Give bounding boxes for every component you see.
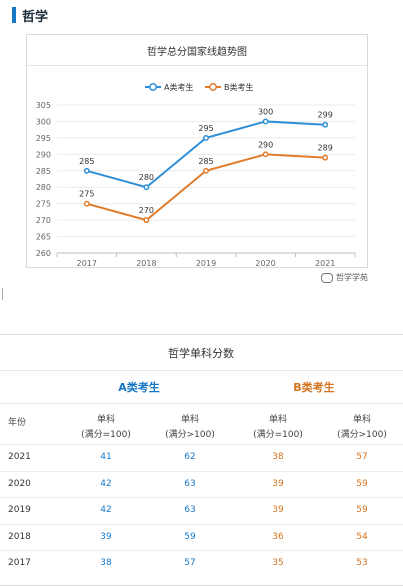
- watermark: 哲学学苑: [321, 272, 368, 283]
- y-tick-label: 295: [36, 134, 51, 143]
- data-point: [262, 118, 269, 125]
- row-divider: [0, 523, 403, 525]
- legend-label: A类考生: [164, 82, 193, 92]
- column-header: 单科 (满分=100): [81, 415, 131, 440]
- data-label: 270: [139, 206, 154, 215]
- table-cell-score: 62: [184, 452, 196, 462]
- row-divider: [0, 470, 403, 472]
- table-cell-score: 63: [184, 478, 196, 489]
- table-title-divider: [0, 370, 403, 371]
- table-cell-score: 39: [272, 505, 284, 515]
- table-cell-score: 36: [272, 531, 284, 542]
- table-cell-score: 42: [100, 478, 112, 489]
- table-cell-year: 2021: [8, 452, 31, 462]
- y-tick-label: 300: [36, 117, 51, 126]
- table-cell-score: 63: [184, 505, 196, 515]
- y-tick-label: 260: [36, 249, 51, 258]
- data-point: [322, 154, 329, 161]
- table-cell-score: 53: [356, 558, 368, 568]
- data-label: 295: [198, 124, 213, 133]
- table-cell-score: 57: [356, 452, 368, 462]
- legend-label: B类考生: [224, 82, 254, 92]
- data-label: 300: [258, 107, 273, 116]
- x-tick-label: 2019: [196, 259, 216, 267]
- data-label: 285: [79, 157, 94, 166]
- data-label: 290: [258, 140, 273, 149]
- legend-swatch-marker: [209, 83, 217, 91]
- table-cell-score: 35: [272, 558, 284, 568]
- watermark-text: 哲学学苑: [336, 273, 368, 282]
- group-a-label: A类考生: [118, 381, 160, 394]
- table-cell-score: 38: [272, 452, 284, 462]
- row-divider: [0, 497, 403, 498]
- table-cell-score: 38: [100, 558, 112, 568]
- wechat-icon: [321, 272, 333, 283]
- x-tick-label: 2017: [77, 259, 97, 267]
- column-header: 单科 (满分>100): [165, 415, 215, 440]
- section-header: 哲学: [12, 6, 49, 25]
- table-cell-score: 59: [184, 531, 196, 542]
- data-point: [262, 151, 269, 158]
- x-tick-label: 2021: [315, 259, 335, 267]
- row-divider: [0, 550, 403, 551]
- table-cell-score: 42: [100, 505, 112, 515]
- y-tick-label: 285: [36, 167, 51, 176]
- table-cell-year: 2019: [8, 505, 31, 515]
- table-cell-score: 39: [100, 531, 112, 542]
- column-header: 单科 (满分=100): [253, 415, 303, 440]
- table-cell-year: 2017: [8, 558, 31, 568]
- data-point: [83, 200, 90, 207]
- table-cell-score: 39: [272, 478, 284, 489]
- chart-card: 哲学总分国家线趋势图 260 265 270 275 280 285 290 295 300 30…: [26, 34, 368, 268]
- group-b-label: B类考生: [293, 381, 335, 394]
- table-title: 哲学单科分数: [168, 347, 234, 360]
- year-column-header: 年份: [8, 418, 27, 428]
- y-tick-label: 270: [36, 216, 51, 225]
- table-cell-score: 41: [100, 452, 112, 462]
- data-point: [83, 167, 90, 174]
- legend-swatch-marker: [149, 83, 157, 91]
- group-divider: [0, 403, 403, 404]
- y-tick-label: 280: [36, 183, 51, 192]
- row-divider: [0, 444, 403, 445]
- data-point: [203, 134, 209, 141]
- table-cell-score: 59: [356, 478, 368, 489]
- data-label: 289: [318, 144, 333, 153]
- y-tick-label: 290: [36, 150, 51, 159]
- table-cell-year: 2020: [8, 478, 31, 489]
- line-chart: 260 265 270 275 280 285 290 295 300 305 2017 2018 20…: [36, 82, 356, 267]
- data-point: [143, 217, 150, 224]
- section-accent-bar: [12, 7, 16, 23]
- scroll-marker: [2, 288, 3, 300]
- chart-title-divider: [27, 65, 367, 66]
- data-point: [322, 121, 329, 128]
- table-cell-year: 2018: [8, 531, 31, 542]
- y-tick-label: 305: [36, 101, 51, 110]
- y-tick-label: 265: [36, 233, 51, 242]
- data-point: [143, 184, 150, 191]
- table-cell-score: 59: [356, 505, 368, 515]
- table-cell-score: 54: [356, 531, 368, 542]
- data-label: 299: [318, 111, 333, 120]
- y-tick-label: 275: [36, 200, 51, 209]
- x-tick-label: 2020: [255, 259, 275, 267]
- x-tick-label: 2018: [136, 259, 156, 267]
- column-header: 单科 (满分>100): [337, 415, 387, 440]
- section-title: 哲学: [22, 9, 49, 25]
- chart-title: 哲学总分国家线趋势图: [147, 47, 247, 58]
- data-label: 275: [79, 190, 94, 199]
- data-label: 280: [139, 173, 154, 182]
- score-table: 哲学单科分数 A类考生 B类考生 年份 单科 (满分=100) 单科 (满分>10…: [0, 334, 403, 586]
- table-cell-score: 57: [184, 558, 196, 568]
- data-label: 285: [198, 157, 213, 166]
- data-point: [203, 167, 209, 174]
